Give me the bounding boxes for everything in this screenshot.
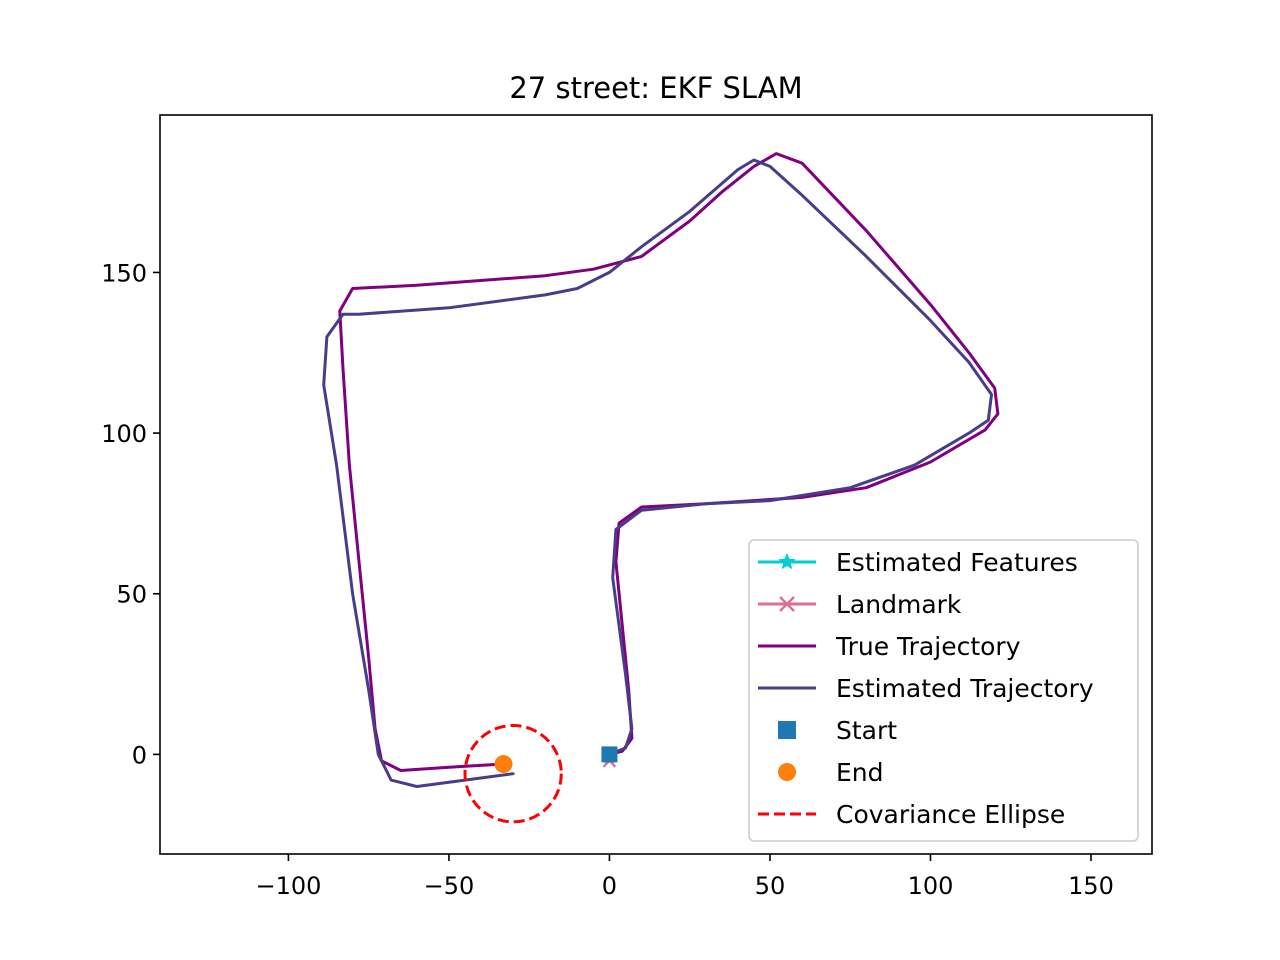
x-tick-label: −100 (255, 872, 321, 900)
marker-end-0 (494, 755, 513, 774)
legend-label: End (836, 758, 884, 787)
y-tick-label: 0 (132, 741, 147, 769)
plot-area (322, 152, 1000, 824)
x-tick-label: 100 (908, 872, 954, 900)
chart-title: 27 street: EKF SLAM (509, 71, 802, 105)
legend-label: True Trajectory (835, 632, 1021, 661)
legend-label: Estimated Features (836, 548, 1078, 577)
y-tick-label: 50 (116, 581, 147, 609)
x-tick-label: 0 (602, 872, 617, 900)
covariance-ellipse (463, 723, 563, 824)
plot-frame (159, 114, 1153, 855)
legend-handle-landmark-marker (779, 596, 795, 612)
legend-handle-end (778, 763, 796, 781)
legend: Estimated Features Landmark True Trajector… (748, 539, 1139, 842)
series-line-1 (322, 158, 993, 788)
legend-label: Covariance Ellipse (836, 800, 1065, 829)
x-axis: −100 −50 0 50 100 150 (255, 854, 1114, 900)
legend-label: Start (836, 716, 897, 745)
x-tick-label: 150 (1068, 872, 1114, 900)
y-tick-label: 150 (101, 259, 147, 287)
y-tick-label: 100 (101, 420, 147, 448)
series-line-0 (338, 152, 1000, 772)
legend-handle-estimated-features-marker (778, 553, 796, 570)
legend-handle-start (778, 721, 796, 739)
x-tick-label: 50 (755, 872, 786, 900)
legend-label: Estimated Trajectory (836, 674, 1094, 703)
marker-start-0 (601, 746, 618, 763)
legend-box (748, 539, 1139, 842)
y-axis: 0 50 100 150 (101, 259, 160, 769)
x-tick-label: −50 (424, 872, 475, 900)
legend-label: Landmark (836, 590, 962, 619)
